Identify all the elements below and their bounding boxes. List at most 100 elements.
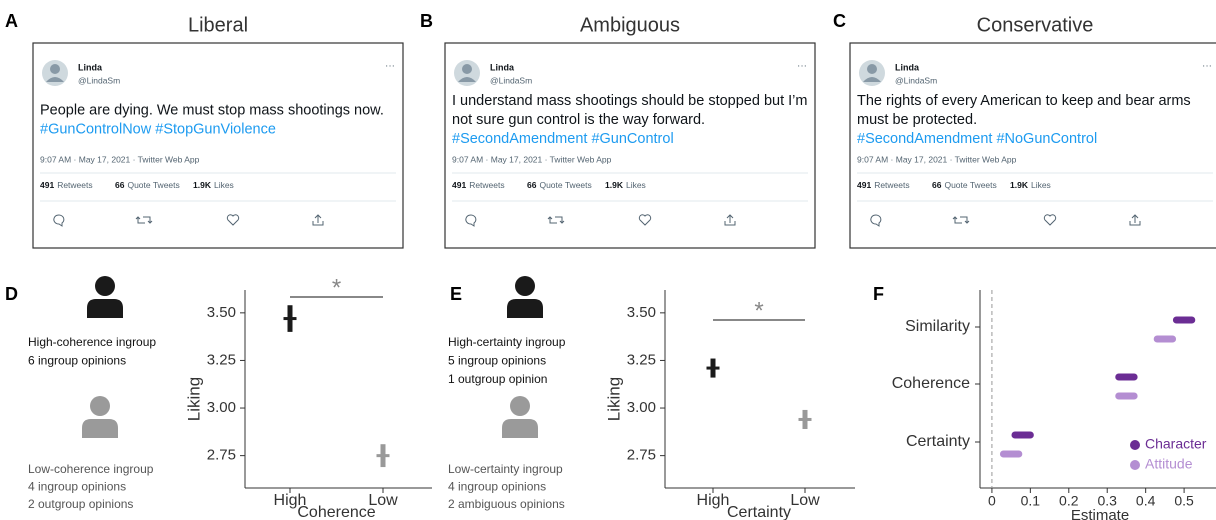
person-body (87, 299, 123, 318)
x-tick-label: High (274, 492, 307, 509)
tweet-name: Linda (78, 62, 103, 72)
y-tick-label: Certainty (906, 433, 970, 450)
stat-number: 1.9K (1010, 180, 1029, 190)
group-description: 1 outgroup opinion (448, 372, 547, 386)
tweet-card (33, 43, 403, 248)
avatar-head (462, 64, 472, 74)
y-tick-label: 3.25 (627, 351, 656, 368)
point (1008, 451, 1014, 457)
stat-label: Retweets (57, 180, 92, 190)
stat-number: 1.9K (193, 180, 212, 190)
point (284, 317, 297, 320)
tweet-title: Ambiguous (580, 14, 680, 36)
panel-letter: E (450, 284, 462, 304)
group-description: 4 ingroup opinions (28, 480, 126, 494)
panel-letter: B (420, 11, 433, 31)
y-tick-label: 3.50 (207, 304, 236, 321)
person-body (82, 419, 118, 438)
person-head (95, 276, 115, 296)
tweet-text: not sure gun control is the way forward. (452, 112, 705, 128)
stat-label: Likes (214, 180, 234, 190)
stat-number: 1.9K (605, 180, 624, 190)
tweet-meta: 9:07 AM · May 17, 2021 · Twitter Web App (857, 154, 1017, 164)
stat-label: Likes (1031, 180, 1051, 190)
tweet-title: Conservative (977, 14, 1094, 36)
x-tick-label: 0.1 (1021, 493, 1041, 509)
tweet-handle: @LindaSm (78, 75, 120, 85)
stat-label: Quote Tweets (944, 180, 996, 190)
tweet-hashtags: #SecondAmendment #NoGunControl (857, 131, 1097, 147)
stat-number: 491 (40, 180, 54, 190)
tweet-handle: @LindaSm (490, 75, 532, 85)
point (707, 367, 720, 370)
y-tick-label: 2.75 (627, 447, 656, 464)
person-head (90, 396, 110, 416)
legend-marker (1130, 460, 1140, 470)
y-axis-label: Liking (604, 377, 623, 421)
tweet-text: must be protected. (857, 112, 977, 128)
more-button: ··· (1202, 61, 1212, 72)
tweet-hashtags: #GunControlNow #StopGunViolence (40, 121, 276, 137)
tweet-text: I understand mass shootings should be st… (452, 93, 807, 109)
y-tick-label: 3.00 (627, 399, 656, 416)
group-description: 5 ingroup opinions (448, 354, 546, 368)
legend-label: Character (1145, 436, 1207, 452)
x-tick-label: 0.4 (1136, 493, 1156, 509)
significance-star: * (332, 274, 341, 301)
tweet-text: People are dying. We must stop mass shoo… (40, 102, 384, 118)
point (1181, 317, 1187, 323)
tweet-title: Liberal (188, 14, 248, 36)
panel-letter: C (833, 11, 846, 31)
stat-label: Quote Tweets (127, 180, 179, 190)
panel-letter: F (873, 284, 884, 304)
point (1123, 393, 1129, 399)
x-tick-label: High (697, 492, 730, 509)
stat-number: 66 (527, 180, 537, 190)
legend-label: Attitude (1145, 456, 1193, 472)
tweet-handle: @LindaSm (895, 75, 937, 85)
y-tick-label: 3.00 (207, 399, 236, 416)
y-tick-label: 3.25 (207, 351, 236, 368)
y-tick-label: 3.50 (627, 304, 656, 321)
group-description: 2 outgroup opinions (28, 497, 133, 511)
person-head (515, 276, 535, 296)
tweet-name: Linda (895, 62, 920, 72)
x-axis-label: Estimate (1071, 507, 1129, 520)
legend-marker (1130, 440, 1140, 450)
x-tick-label: Low (790, 492, 820, 509)
stat-label: Retweets (469, 180, 504, 190)
group-description: 6 ingroup opinions (28, 354, 126, 368)
y-axis-label: Liking (184, 377, 203, 421)
group-description: Low-certainty ingroup (448, 462, 563, 476)
x-tick-label: 0 (988, 493, 996, 509)
point (1020, 432, 1026, 438)
avatar-head (867, 64, 877, 74)
tweet-name: Linda (490, 62, 515, 72)
y-tick-label: 2.75 (207, 447, 236, 464)
group-description: High-coherence ingroup (28, 335, 156, 349)
panel-letter: D (5, 284, 18, 304)
person-body (507, 299, 543, 318)
stat-label: Quote Tweets (539, 180, 591, 190)
stat-number: 66 (932, 180, 942, 190)
avatar-head (50, 64, 60, 74)
tweet-meta: 9:07 AM · May 17, 2021 · Twitter Web App (452, 154, 612, 164)
more-button: ··· (797, 61, 807, 72)
stat-label: Likes (626, 180, 646, 190)
point (799, 418, 812, 421)
point (1123, 374, 1129, 380)
point (1162, 336, 1168, 342)
x-tick-label: 0.5 (1174, 493, 1194, 509)
tweet-meta: 9:07 AM · May 17, 2021 · Twitter Web App (40, 154, 200, 164)
more-button: ··· (385, 61, 395, 72)
x-axis-label: Coherence (297, 504, 375, 520)
page: ABCDEFLiberalLinda@LindaSm···People are … (0, 0, 1216, 520)
tweet-stat: 1.9KLikes (1010, 180, 1051, 190)
tweet-hashtags: #SecondAmendment #GunControl (452, 131, 674, 147)
group-description: High-certainty ingroup (448, 335, 566, 349)
group-description: 2 ambiguous opinions (448, 497, 565, 511)
